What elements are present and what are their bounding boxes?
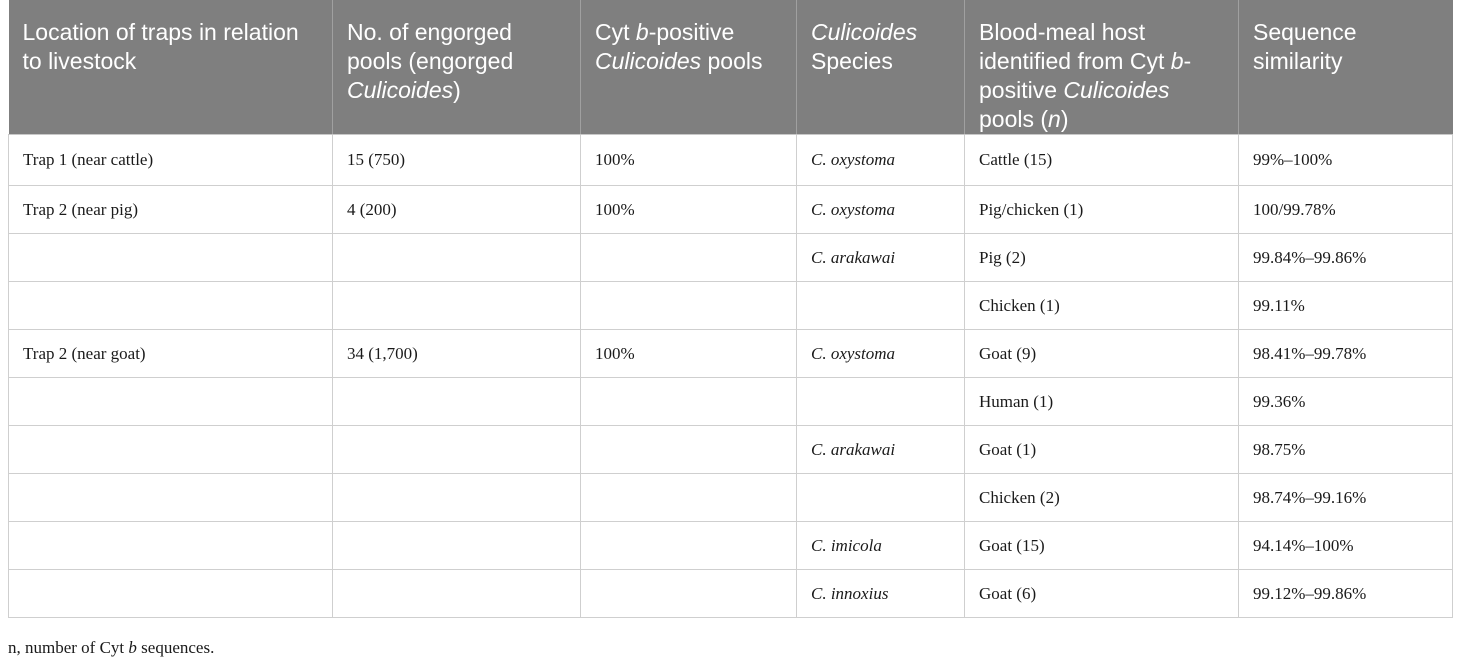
table-row: Chicken (1) 99.11% [8, 281, 1453, 330]
cell-location [8, 425, 333, 474]
cell-pools [332, 281, 581, 330]
cell-pools: 4 (200) [332, 185, 581, 234]
cell-pools [332, 425, 581, 474]
cell-species: C. oxystoma [796, 134, 965, 186]
cell-similarity: 99.12%–99.86% [1238, 569, 1453, 618]
cell-host: Pig/chicken (1) [964, 185, 1239, 234]
cell-cytb [580, 521, 797, 570]
cell-species: C. oxystoma [796, 329, 965, 378]
header-engorged-pools: No. of engorged pools (engorged Culicoid… [332, 0, 581, 135]
cell-location [8, 473, 333, 522]
table-row: C. imicola Goat (15) 94.14%–100% [8, 521, 1453, 570]
cell-host: Human (1) [964, 377, 1239, 426]
header-row: Location of traps in relation to livesto… [8, 0, 1453, 135]
table-row: Trap 1 (near cattle) 15 (750) 100% C. ox… [8, 134, 1453, 186]
cell-species [796, 377, 965, 426]
cell-similarity: 99.84%–99.86% [1238, 233, 1453, 282]
cell-pools [332, 569, 581, 618]
cell-similarity: 99.11% [1238, 281, 1453, 330]
cell-species: C. arakawai [796, 425, 965, 474]
cell-pools [332, 377, 581, 426]
cell-species: C. innoxius [796, 569, 965, 618]
cell-cytb: 100% [580, 329, 797, 378]
cell-species [796, 473, 965, 522]
cell-cytb [580, 425, 797, 474]
header-species: Culicoides Species [796, 0, 965, 135]
cell-species: C. arakawai [796, 233, 965, 282]
table-body: Trap 1 (near cattle) 15 (750) 100% C. ox… [8, 134, 1453, 618]
cell-pools: 34 (1,700) [332, 329, 581, 378]
cell-cytb [580, 281, 797, 330]
cell-location [8, 233, 333, 282]
table-row: C. innoxius Goat (6) 99.12%–99.86% [8, 569, 1453, 618]
cell-host: Goat (15) [964, 521, 1239, 570]
cell-host: Pig (2) [964, 233, 1239, 282]
cell-host: Goat (1) [964, 425, 1239, 474]
cell-location: Trap 1 (near cattle) [8, 134, 333, 186]
cell-pools: 15 (750) [332, 134, 581, 186]
cell-similarity: 98.41%–99.78% [1238, 329, 1453, 378]
header-sequence-similarity: Sequence similarity [1238, 0, 1453, 135]
cell-location: Trap 2 (near pig) [8, 185, 333, 234]
table-row: Trap 2 (near pig) 4 (200) 100% C. oxysto… [8, 185, 1453, 234]
cell-host: Goat (6) [964, 569, 1239, 618]
cell-pools [332, 521, 581, 570]
table-row: C. arakawai Goat (1) 98.75% [8, 425, 1453, 474]
cell-pools [332, 233, 581, 282]
cell-host: Chicken (1) [964, 281, 1239, 330]
table-row: Human (1) 99.36% [8, 377, 1453, 426]
cell-location: Trap 2 (near goat) [8, 329, 333, 378]
cell-pools [332, 473, 581, 522]
cell-species [796, 281, 965, 330]
cell-species: C. oxystoma [796, 185, 965, 234]
cell-location [8, 569, 333, 618]
header-blood-meal-host: Blood-meal host identified from Cyt b-po… [964, 0, 1239, 135]
cell-cytb [580, 377, 797, 426]
cell-species: C. imicola [796, 521, 965, 570]
blood-meal-table: Location of traps in relation to livesto… [8, 0, 1453, 618]
table-row: C. arakawai Pig (2) 99.84%–99.86% [8, 233, 1453, 282]
cell-cytb [580, 233, 797, 282]
cell-similarity: 98.75% [1238, 425, 1453, 474]
cell-cytb [580, 473, 797, 522]
cell-similarity: 98.74%–99.16% [1238, 473, 1453, 522]
header-cytb-positive: Cyt b-positive Culicoides pools [580, 0, 797, 135]
cell-cytb [580, 569, 797, 618]
table-row: Trap 2 (near goat) 34 (1,700) 100% C. ox… [8, 329, 1453, 378]
cell-similarity: 100/99.78% [1238, 185, 1453, 234]
table-header: Location of traps in relation to livesto… [8, 0, 1453, 135]
table-footnote: n, number of Cyt b sequences. [8, 638, 215, 657]
data-table-container: Location of traps in relation to livesto… [8, 0, 1453, 618]
cell-host: Cattle (15) [964, 134, 1239, 186]
cell-host: Goat (9) [964, 329, 1239, 378]
cell-location [8, 377, 333, 426]
table-row: Chicken (2) 98.74%–99.16% [8, 473, 1453, 522]
cell-location [8, 521, 333, 570]
cell-location [8, 281, 333, 330]
cell-similarity: 94.14%–100% [1238, 521, 1453, 570]
cell-similarity: 99%–100% [1238, 134, 1453, 186]
cell-similarity: 99.36% [1238, 377, 1453, 426]
cell-cytb: 100% [580, 185, 797, 234]
header-location: Location of traps in relation to livesto… [8, 0, 333, 135]
cell-host: Chicken (2) [964, 473, 1239, 522]
cell-cytb: 100% [580, 134, 797, 186]
